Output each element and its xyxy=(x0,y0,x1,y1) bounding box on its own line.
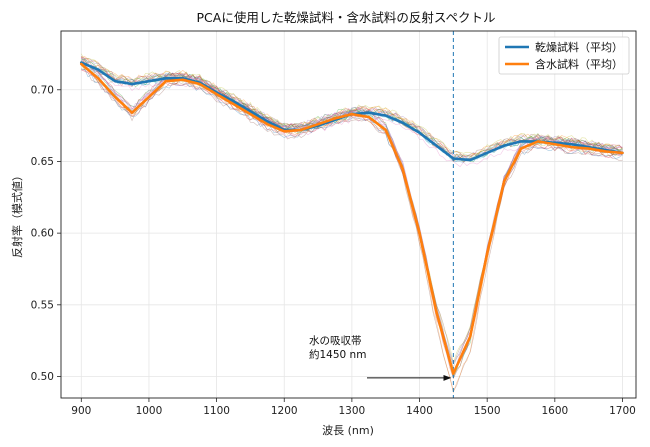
sample-spectrum-line xyxy=(81,60,623,160)
sample-spectrum-line xyxy=(81,68,623,393)
sample-spectrum-line xyxy=(81,69,623,378)
sample-spectrum-line xyxy=(81,69,623,380)
sample-spectrum-line xyxy=(81,56,623,156)
legend-label-wet: 含水試料（平均） xyxy=(535,57,623,71)
legend: 乾燥試料（平均） 含水試料（平均） xyxy=(498,36,630,75)
x-tick-label: 1400 xyxy=(406,405,433,417)
y-tick-label: 0.55 xyxy=(31,299,54,311)
x-tick-label: 1500 xyxy=(474,405,501,417)
x-tick-label: 1300 xyxy=(339,405,366,417)
y-tick-label: 0.60 xyxy=(31,228,54,240)
x-ticks: 900 1000 1100 1200 1300 1400 1500 1600 1700 xyxy=(71,398,636,417)
annotation-line-1: 水の吸収帯 xyxy=(309,334,362,347)
plot-frame xyxy=(60,30,637,399)
annotation-line-2: 約1450 nm xyxy=(309,348,366,361)
y-tick-label: 0.70 xyxy=(31,84,54,96)
sample-spectrum-line xyxy=(81,57,623,377)
sample-spectrum-line xyxy=(81,53,623,155)
sample-spectrum-line xyxy=(81,57,623,160)
chart-title: PCAに使用した乾燥試料・含水試料の反射スペクトル xyxy=(197,10,496,25)
y-tick-label: 0.65 xyxy=(31,156,54,168)
sample-spectrum-line xyxy=(81,58,623,158)
x-tick-label: 1600 xyxy=(541,405,568,417)
mean-series xyxy=(79,61,624,375)
sample-spectrum-line xyxy=(81,55,623,158)
x-tick-label: 1700 xyxy=(609,405,636,417)
x-axis-title: 波長 (nm) xyxy=(322,424,374,437)
y-axis-title: 反射率（模式値） xyxy=(10,170,24,258)
sample-spectrum-line xyxy=(81,58,623,159)
sample-spectrum-line xyxy=(81,69,623,168)
legend-box xyxy=(498,36,630,75)
sample-spectrum-line xyxy=(81,64,623,394)
x-tick-label: 1100 xyxy=(203,405,230,417)
sample-spectrum-line xyxy=(81,58,623,380)
y-tick-label: 0.50 xyxy=(31,371,54,383)
wet-mean-line xyxy=(79,62,624,375)
y-ticks: 0.50 0.55 0.60 0.65 0.70 xyxy=(31,84,61,383)
annotation: 水の吸収帯 約1450 nm xyxy=(309,334,452,381)
sample-spectrum-line xyxy=(81,58,623,375)
x-tick-label: 1200 xyxy=(271,405,298,417)
x-tick-label: 1000 xyxy=(136,405,163,417)
x-tick-label: 900 xyxy=(71,405,91,417)
legend-label-dry: 乾燥試料（平均） xyxy=(535,40,623,54)
